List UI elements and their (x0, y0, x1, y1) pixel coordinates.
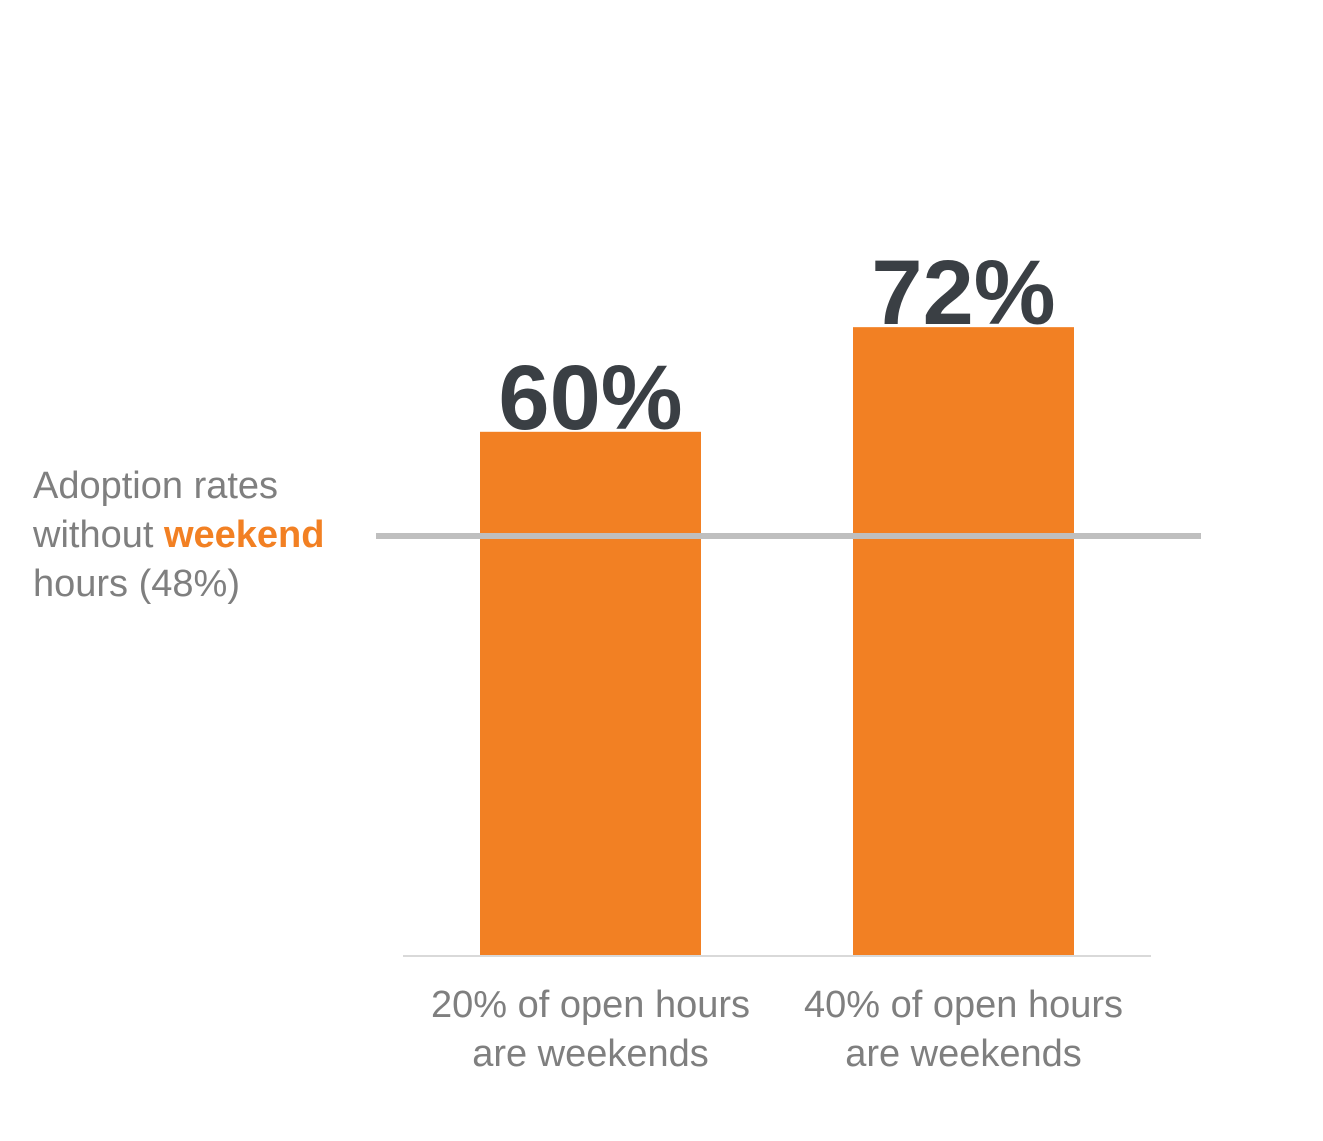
reference-label-highlight: weekend (163, 514, 325, 556)
reference-label-line-3: hours (48%) (33, 563, 240, 605)
category-label-2-line-2: are weekends (845, 1033, 1082, 1075)
data-labels-group: 60% 72% (498, 242, 1055, 449)
reference-line-label: Adoption rates without weekend hours (48… (33, 462, 325, 609)
data-label-2: 72% (871, 242, 1055, 344)
reference-label-text: without (33, 514, 164, 556)
category-labels-group: 20% of open hours are weekends 40% of open… (431, 984, 1123, 1075)
category-label-1-line-1: 20% of open hours (431, 984, 750, 1026)
bar-2 (853, 327, 1074, 955)
category-label-1-line-2: are weekends (472, 1033, 709, 1075)
bars-group (480, 327, 1074, 955)
data-label-1: 60% (498, 347, 682, 449)
reference-label-line-2: without weekend (33, 511, 325, 560)
reference-label-line-1: Adoption rates (33, 465, 279, 507)
category-label-2-line-1: 40% of open hours (804, 984, 1123, 1026)
bar-1 (480, 431, 701, 955)
